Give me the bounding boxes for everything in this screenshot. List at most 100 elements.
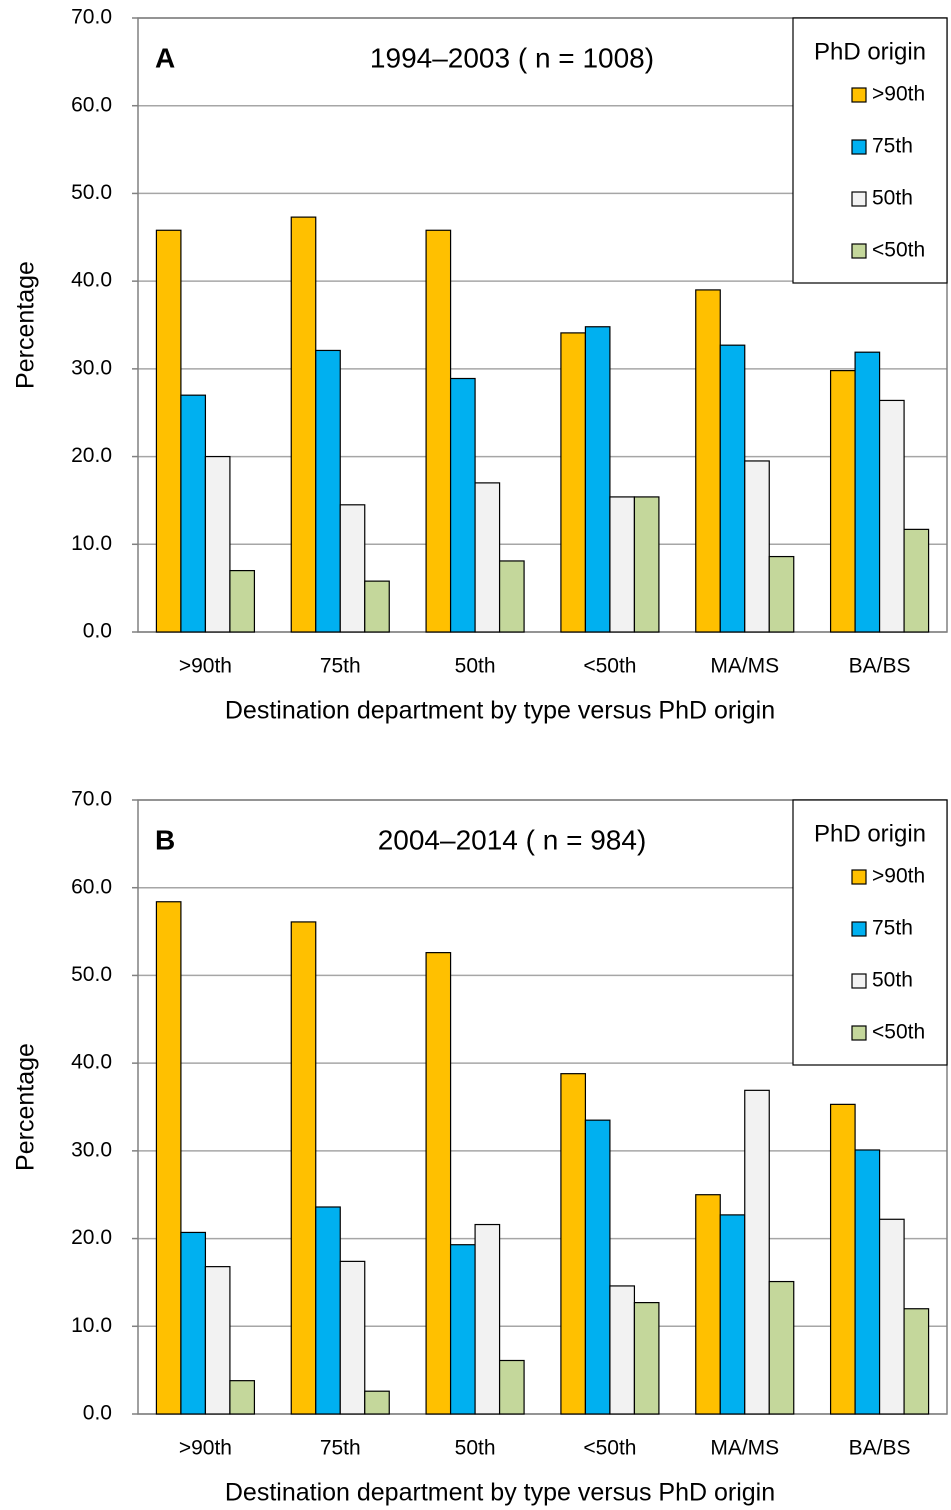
y-tick-label: 0.0 xyxy=(83,620,112,643)
chart-title: 1994–2003 ( n = 1008) xyxy=(370,42,654,73)
bar xyxy=(584,326,611,633)
x-axis-title: Destination department by type versus Ph… xyxy=(225,1479,775,1507)
bar xyxy=(474,1223,501,1415)
bar xyxy=(364,1390,390,1415)
bar xyxy=(633,496,660,633)
y-tick-label: 20.0 xyxy=(71,1226,112,1249)
bar xyxy=(633,1302,660,1415)
y-tick-label: 70.0 xyxy=(71,788,112,811)
x-tick-label: 50th xyxy=(455,655,496,678)
bar xyxy=(854,1149,881,1415)
legend-swatch xyxy=(851,869,867,885)
legend-swatch xyxy=(851,973,867,989)
y-axis-title: Percentage xyxy=(12,261,40,389)
bar xyxy=(903,1308,930,1415)
bar xyxy=(180,1231,207,1415)
y-tick-label: 40.0 xyxy=(71,1051,112,1074)
bar xyxy=(315,349,341,633)
y-axis-title: Percentage xyxy=(12,1043,40,1171)
panel-label: B xyxy=(155,824,175,855)
bar xyxy=(204,455,231,633)
y-tick-label: 40.0 xyxy=(71,269,112,292)
plot-frame xyxy=(137,799,948,1415)
bar xyxy=(768,1280,795,1415)
bar xyxy=(474,482,501,633)
legend-swatch xyxy=(851,139,867,155)
plot-frame xyxy=(137,17,948,633)
bar xyxy=(695,289,721,633)
legend-swatch xyxy=(851,1025,867,1041)
legend-swatch xyxy=(851,87,867,103)
y-tick-label: 0.0 xyxy=(83,1402,112,1425)
x-tick-label: BA/BS xyxy=(849,1437,911,1460)
bar xyxy=(829,370,856,633)
bar xyxy=(364,580,390,633)
bar xyxy=(903,528,930,633)
legend-label: 50th xyxy=(872,187,913,210)
bar xyxy=(315,1206,341,1415)
y-tick-label: 50.0 xyxy=(71,963,112,986)
legend-label: 75th xyxy=(872,135,913,158)
bar xyxy=(339,1260,366,1415)
x-tick-label: 75th xyxy=(320,1437,361,1460)
bar xyxy=(609,496,636,633)
bar xyxy=(584,1119,611,1415)
legend-swatch xyxy=(851,191,867,207)
bar xyxy=(229,569,256,633)
bar xyxy=(204,1266,231,1415)
y-tick-label: 60.0 xyxy=(71,875,112,898)
legend-label: 50th xyxy=(872,969,913,992)
bar xyxy=(878,1218,905,1415)
legend-label: <50th xyxy=(872,1021,925,1044)
bar xyxy=(719,1214,746,1415)
bar xyxy=(339,504,366,633)
bar xyxy=(744,460,770,633)
bar xyxy=(560,332,587,633)
bar xyxy=(180,394,207,633)
y-tick-label: 20.0 xyxy=(71,444,112,467)
legend-swatch xyxy=(851,243,867,259)
bar xyxy=(290,921,317,1415)
x-tick-label: <50th xyxy=(583,655,636,678)
legend-label: 75th xyxy=(872,917,913,940)
bar xyxy=(560,1073,587,1415)
y-tick-label: 60.0 xyxy=(71,93,112,116)
bar xyxy=(290,216,317,633)
bar xyxy=(449,377,476,633)
x-axis-title: Destination department by type versus Ph… xyxy=(225,697,775,725)
panel-label: A xyxy=(155,42,175,73)
bar xyxy=(829,1103,856,1415)
bar xyxy=(695,1194,721,1415)
legend-label: <50th xyxy=(872,239,925,262)
y-tick-label: 30.0 xyxy=(71,356,112,379)
bar xyxy=(719,344,746,633)
x-tick-label: >90th xyxy=(179,655,232,678)
x-tick-label: >90th xyxy=(179,1437,232,1460)
bar xyxy=(229,1380,256,1415)
legend-box xyxy=(792,799,948,1066)
bar xyxy=(878,399,905,633)
y-tick-label: 10.0 xyxy=(71,1314,112,1337)
legend-title: PhD origin xyxy=(814,38,926,65)
chart-title: 2004–2014 ( n = 984) xyxy=(378,824,647,855)
bar xyxy=(609,1285,636,1415)
legend-label: >90th xyxy=(872,83,925,106)
bar xyxy=(498,560,525,633)
legend-box xyxy=(792,17,948,284)
x-tick-label: BA/BS xyxy=(849,655,911,678)
bar xyxy=(155,229,182,633)
bar xyxy=(854,351,881,633)
bar xyxy=(425,229,452,633)
legend-title: PhD origin xyxy=(814,820,926,847)
y-tick-label: 10.0 xyxy=(71,532,112,555)
y-tick-label: 50.0 xyxy=(71,181,112,204)
x-tick-label: MA/MS xyxy=(710,655,779,678)
bar xyxy=(744,1089,770,1415)
bar xyxy=(425,952,452,1415)
x-tick-label: 75th xyxy=(320,655,361,678)
bar xyxy=(155,901,182,1415)
bar xyxy=(498,1359,525,1415)
legend-label: >90th xyxy=(872,865,925,888)
y-tick-label: 70.0 xyxy=(71,6,112,29)
